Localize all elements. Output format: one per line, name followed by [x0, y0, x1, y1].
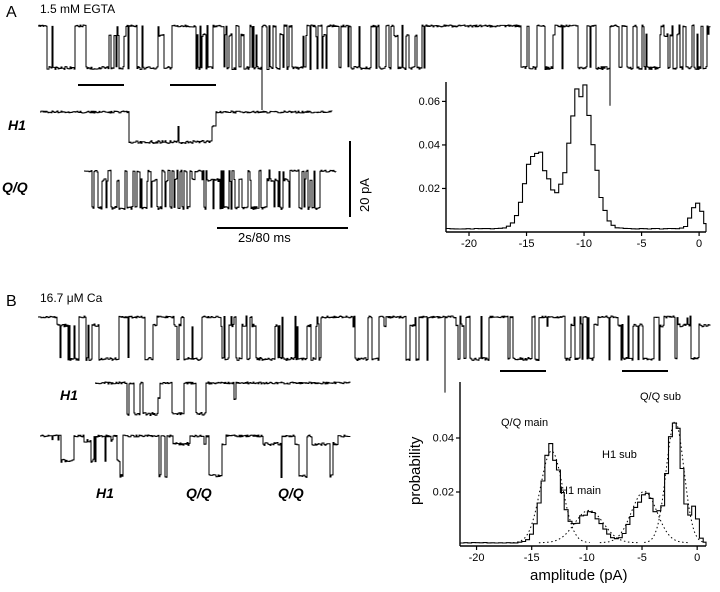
- panel-b-burst-label-qq2: Q/Q: [278, 485, 304, 501]
- x-axis-title: amplitude (pA): [530, 567, 628, 584]
- svg-text:-5: -5: [637, 552, 647, 564]
- svg-text:-10: -10: [579, 552, 595, 564]
- svg-text:0.02: 0.02: [419, 183, 440, 195]
- panel-b-burst-label-qq1: Q/Q: [186, 485, 212, 501]
- time-scale-label: 2s/80 ms: [238, 230, 291, 245]
- svg-text:-20: -20: [461, 238, 477, 250]
- annotation-qq-main: Q/Q main: [501, 417, 549, 429]
- panel-b-histogram: 0.02 0.04 -20 -15 -10 -5 0: [433, 382, 707, 564]
- expanded-segment-marker: [622, 370, 668, 372]
- panel-a-letter: A: [6, 4, 17, 21]
- svg-text:-15: -15: [524, 552, 540, 564]
- panel-b-burst-label-h1: H1: [96, 485, 114, 501]
- current-scale-label: 20 pA: [357, 178, 372, 212]
- svg-text:0: 0: [696, 238, 702, 250]
- svg-text:-20: -20: [469, 552, 485, 564]
- svg-text:0: 0: [694, 552, 700, 564]
- annotation-h1-sub: H1 sub: [602, 449, 637, 461]
- y-axis-title: probability: [407, 436, 424, 505]
- panel-b-h1-label: H1: [60, 387, 78, 403]
- horizontal-scalebar: [217, 227, 348, 229]
- svg-text:0.02: 0.02: [433, 487, 454, 499]
- panel-b-bottom-trace-plot: [40, 434, 351, 478]
- annotation-qq-sub: Q/Q sub: [640, 391, 681, 403]
- panel-a-condition: 1.5 mM EGTA: [40, 2, 116, 16]
- svg-text:-15: -15: [519, 238, 535, 250]
- svg-text:-10: -10: [576, 238, 592, 250]
- expanded-segment-marker: [170, 84, 216, 86]
- expanded-segment-marker: [78, 84, 124, 86]
- annotation-h1-main: H1 main: [560, 485, 601, 497]
- svg-text:0.04: 0.04: [419, 139, 440, 151]
- svg-text:0.04: 0.04: [433, 433, 454, 445]
- vertical-scalebar: [349, 141, 351, 217]
- panel-a-top-trace-plot: [38, 24, 711, 110]
- panel-a-qq-label: Q/Q: [2, 179, 28, 195]
- panel-b-top-trace-plot: [38, 315, 711, 393]
- panel-a-histogram: 0.02 0.04 0.06 -20 -15 -10 -5 0: [419, 82, 707, 250]
- panel-b-condition: 16.7 μM Ca: [40, 291, 103, 305]
- panel-a-h1-trace-plot: [40, 110, 333, 144]
- svg-text:0.06: 0.06: [419, 96, 440, 108]
- panel-a-qq-trace-plot: [84, 169, 337, 210]
- panel-b-letter: B: [6, 293, 17, 310]
- panel-a-h1-label: H1: [8, 117, 26, 133]
- panel-b-h1-trace-plot: [95, 381, 351, 416]
- svg-text:-5: -5: [637, 238, 647, 250]
- expanded-segment-marker: [500, 370, 546, 372]
